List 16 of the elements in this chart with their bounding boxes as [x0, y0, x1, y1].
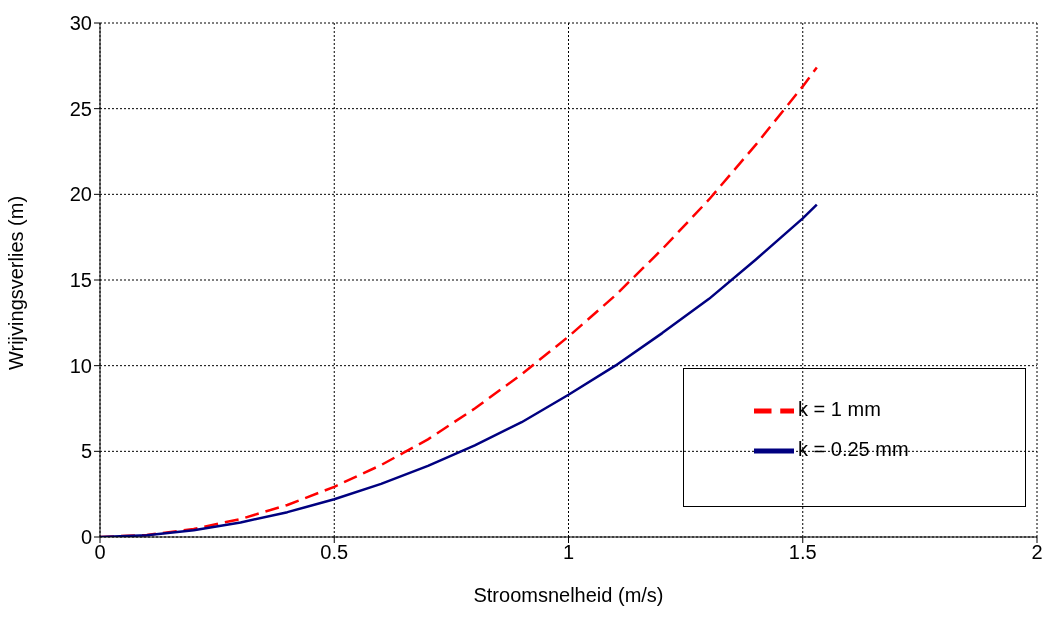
y-tick-label: 30 — [69, 12, 92, 35]
y-tick-label: 5 — [80, 440, 92, 463]
x-tick-label: 0 — [94, 541, 106, 564]
x-tick-label: 0.5 — [320, 541, 349, 564]
x-axis-title: Stroomsnelheid (m/s) — [473, 584, 664, 606]
x-tick-label: 2 — [1031, 541, 1043, 564]
x-tick-label: 1.5 — [788, 541, 817, 564]
legend-label: k = 0.25 mm — [798, 438, 909, 461]
y-axis-title: Wrijvingsverlies (m) — [5, 195, 28, 370]
x-tick-label: 1 — [562, 541, 575, 564]
legend-label: k = 1 mm — [798, 398, 881, 421]
y-tick-label: 10 — [69, 354, 92, 377]
y-tick-label: 0 — [80, 526, 92, 549]
y-tick-label: 20 — [69, 183, 92, 206]
y-tick-label: 25 — [69, 97, 92, 120]
y-tick-label: 15 — [69, 269, 92, 292]
